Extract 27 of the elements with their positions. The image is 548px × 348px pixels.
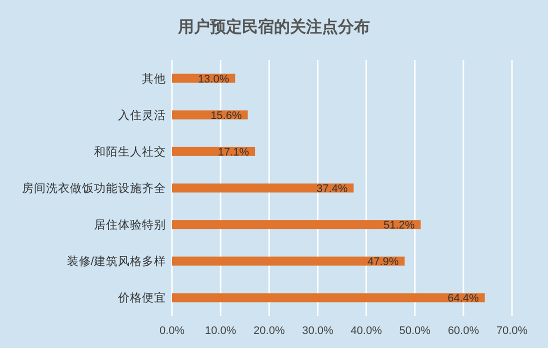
data-label: 15.6%	[210, 110, 242, 122]
y-tick-label: 居住体验特别	[94, 218, 166, 232]
data-label: 47.9%	[367, 256, 399, 268]
data-label: 64.4%	[448, 292, 480, 305]
y-tick-label: 装修/建筑风格多样	[66, 255, 166, 268]
data-label: 17.1%	[218, 146, 250, 158]
x-tick-label: 30.0%	[302, 325, 334, 337]
bar	[172, 184, 354, 192]
data-label: 13.0%	[198, 73, 230, 86]
bar	[172, 220, 421, 230]
x-tick-label: 0.0%	[159, 325, 185, 337]
data-label: 37.4%	[316, 183, 348, 195]
x-tick-label: 70.0%	[496, 325, 528, 337]
x-tick-label: 60.0%	[448, 325, 480, 337]
data-label: 51.2%	[383, 220, 415, 232]
x-tick-label: 50.0%	[399, 325, 431, 337]
y-tick-label: 房间洗衣做饭功能设施齐全	[22, 181, 166, 195]
bar	[172, 256, 405, 266]
bar	[172, 293, 485, 302]
x-tick-label: 10.0%	[204, 325, 236, 337]
y-tick-label: 入住灵活	[118, 108, 166, 122]
y-tick-label: 和陌生人社交	[94, 144, 166, 158]
x-tick-label: 20.0%	[254, 325, 285, 337]
x-tick-label: 40.0%	[350, 325, 382, 337]
chart-title: 用户预定民宿的关注点分布	[177, 17, 370, 36]
y-tick-label: 价格便宜	[117, 290, 166, 305]
y-tick-label: 其他	[142, 72, 166, 86]
